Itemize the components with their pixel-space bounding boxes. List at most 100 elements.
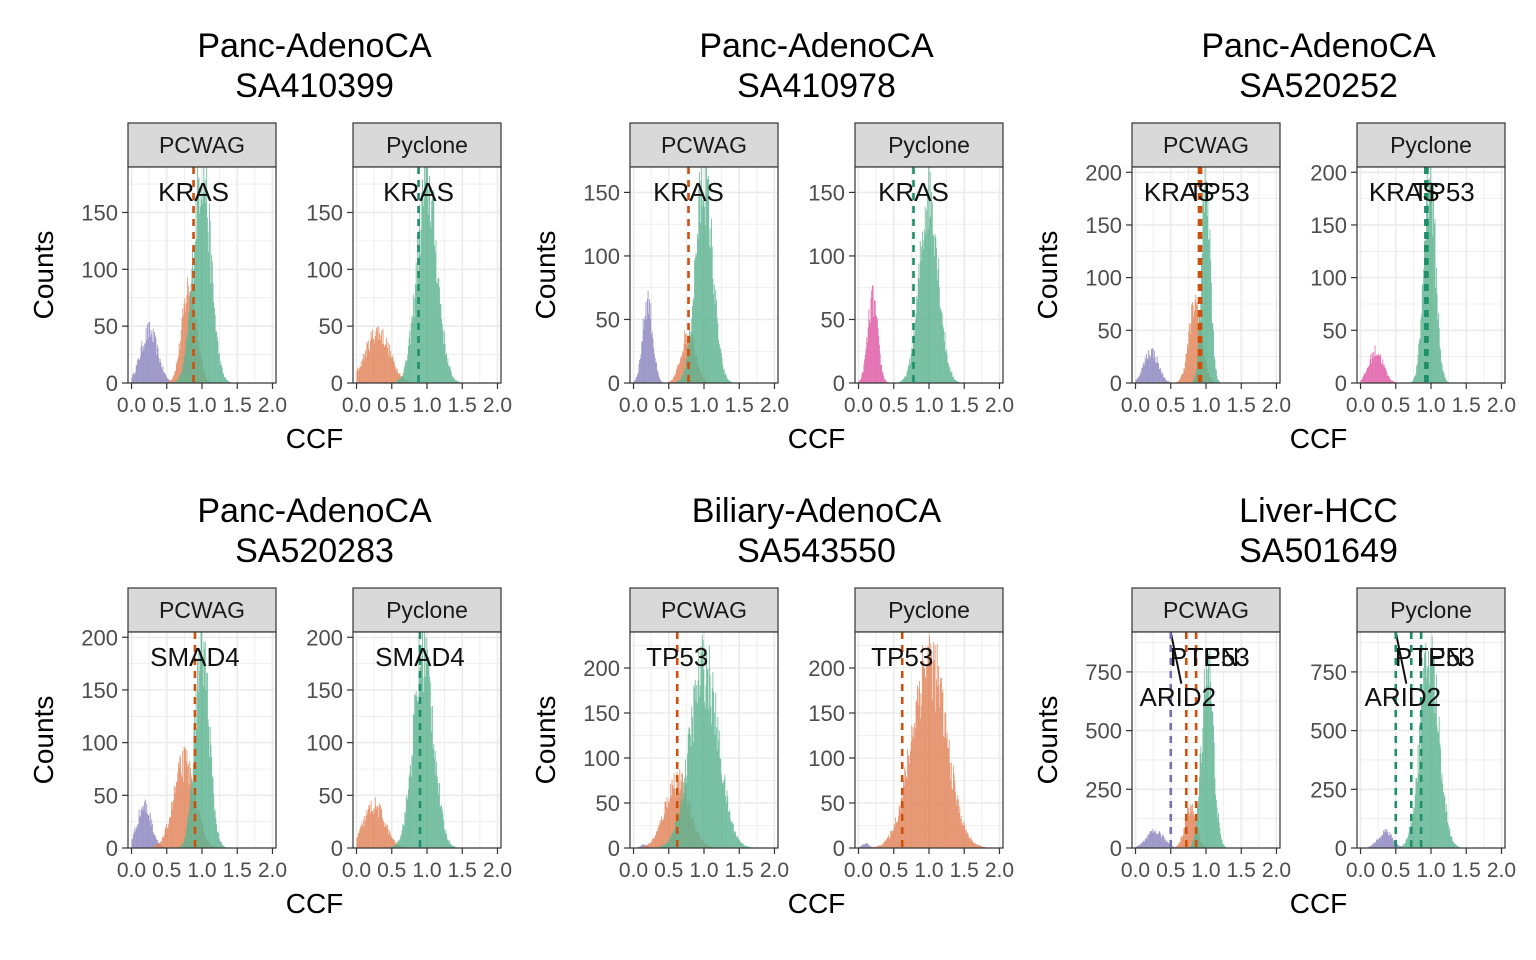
histogram-series — [389, 632, 458, 848]
histogram-bar — [1223, 845, 1225, 848]
y-tick-label: 0 — [833, 836, 845, 861]
histogram-bar — [1186, 343, 1188, 383]
histogram-bar — [1415, 373, 1417, 383]
histogram-bar — [362, 354, 364, 383]
histogram-bar — [1136, 378, 1138, 383]
histogram-bar — [156, 845, 158, 848]
histogram-bar — [1179, 842, 1181, 848]
histogram-bar — [1213, 725, 1214, 848]
histogram-bar — [679, 379, 681, 383]
histogram-bar — [206, 672, 208, 848]
histogram-bar — [448, 365, 450, 383]
histogram-bar — [948, 748, 949, 848]
histogram-bar — [1224, 846, 1226, 848]
histogram-bar — [922, 249, 924, 383]
histogram-bar — [665, 806, 667, 848]
histogram-bar — [866, 337, 868, 383]
histogram-bar — [1167, 381, 1169, 383]
histogram-bar — [1445, 812, 1446, 848]
histogram-bar — [1172, 846, 1174, 848]
histogram-bar — [706, 167, 708, 383]
histogram-bar — [168, 379, 170, 383]
histogram-bar — [660, 380, 662, 383]
x-tick-label: 0.0 — [844, 859, 873, 882]
histogram-bar — [159, 843, 160, 848]
histogram-bar — [1446, 380, 1448, 383]
histogram-bar — [715, 299, 717, 383]
facet-strip — [629, 587, 779, 633]
histogram-bar — [919, 241, 921, 383]
histogram-bar — [1416, 364, 1418, 383]
histogram-bar — [677, 365, 679, 383]
x-tick-label: 0.0 — [844, 394, 873, 417]
histogram-bar — [1378, 353, 1380, 383]
histogram-bar — [394, 845, 396, 848]
histogram-bar — [444, 344, 446, 383]
histogram-bar — [1451, 836, 1453, 848]
histogram-bar — [149, 322, 151, 383]
y-tick-label: 150 — [81, 678, 118, 703]
histogram-bar — [718, 339, 719, 383]
histogram-bar — [1419, 339, 1420, 383]
histogram-bar — [887, 838, 889, 848]
histogram-bar — [429, 221, 431, 383]
histogram-bar — [421, 659, 423, 848]
histogram-bar — [361, 823, 363, 848]
histogram-series — [655, 634, 753, 848]
histogram-bar — [381, 330, 383, 383]
histogram-bar — [905, 376, 907, 383]
histogram-bar — [134, 828, 136, 848]
histogram-bar — [889, 837, 891, 848]
histogram-bar — [175, 381, 177, 383]
histogram-bar — [148, 322, 150, 383]
facet-strip — [854, 587, 1004, 633]
histogram-bar — [897, 820, 899, 848]
histogram-bar — [1428, 178, 1430, 383]
histogram-bar — [939, 684, 941, 848]
histogram-bar — [671, 779, 673, 848]
histogram-bar — [1139, 844, 1141, 848]
histogram-bar — [185, 835, 186, 848]
histogram-bar — [940, 309, 942, 383]
x-axis-label: CCF — [286, 423, 344, 454]
histogram-bar — [398, 379, 400, 383]
histogram-bar — [185, 338, 187, 383]
y-tick-label: 200 — [81, 625, 118, 650]
histogram-bar — [1199, 753, 1201, 848]
histogram-bar — [222, 372, 224, 383]
histogram-bar — [699, 696, 700, 848]
histogram-bar — [920, 693, 922, 848]
histogram-bar — [878, 335, 880, 383]
histogram-bar — [391, 839, 393, 848]
histogram-bar — [963, 820, 965, 848]
histogram-bar — [435, 240, 437, 383]
histogram-bar — [433, 744, 435, 848]
histogram-bar — [1458, 846, 1460, 848]
histogram-bar — [179, 846, 181, 848]
histogram-bar — [861, 374, 863, 383]
histogram-bar — [877, 328, 879, 383]
histogram-bar — [1384, 367, 1386, 383]
histogram-bar — [1433, 657, 1435, 848]
histogram-bar — [154, 834, 155, 848]
histogram-bar — [182, 365, 184, 383]
histogram-bar — [1372, 358, 1374, 383]
histogram-bar — [1139, 376, 1140, 383]
histogram-bar — [1150, 356, 1152, 383]
histogram-bar — [867, 327, 869, 383]
histogram-bar — [357, 836, 359, 848]
histogram-bar — [639, 358, 641, 383]
histogram-bar — [1382, 359, 1384, 383]
histogram-bar — [1148, 350, 1150, 383]
histogram-bar — [441, 323, 443, 383]
histogram-bar — [1447, 381, 1449, 383]
histogram-bar — [206, 673, 208, 848]
histogram-bar — [366, 809, 368, 848]
x-tick-label: 2.0 — [760, 859, 789, 882]
histogram-bar — [178, 343, 180, 383]
x-axis-label: CCF — [286, 888, 344, 919]
x-tick-label: 2.0 — [1262, 859, 1291, 882]
histogram-bar — [432, 748, 434, 848]
histogram-bar — [180, 774, 182, 848]
